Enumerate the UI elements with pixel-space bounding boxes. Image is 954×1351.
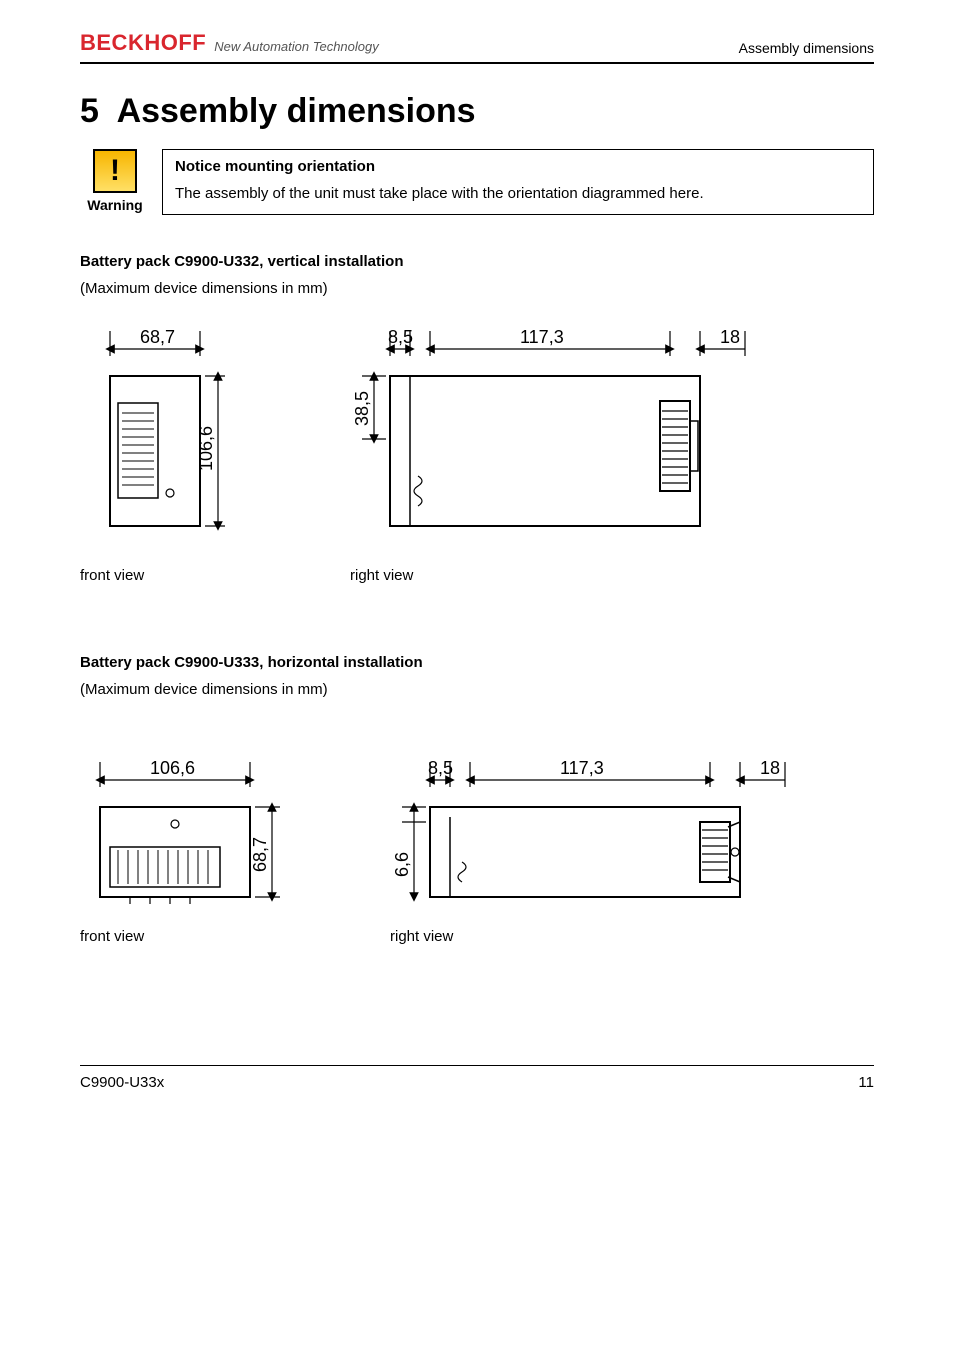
section2-sub: (Maximum device dimensions in mm) <box>80 681 874 698</box>
brand-tagline: New Automation Technology <box>214 39 379 56</box>
section2-front-drawing: 106,6 <box>80 752 320 922</box>
section1-front-col: 68,7 106,6 front view <box>80 321 280 584</box>
dim-38-5: 38,5 <box>352 391 372 426</box>
section1-drawings: 68,7 106,6 front view <box>80 321 874 584</box>
dim-6-6: 6,6 <box>392 852 412 877</box>
warning-icon: ! <box>93 149 137 193</box>
dim-68-7-h: 68,7 <box>250 837 270 872</box>
section1-right-caption: right view <box>350 567 770 584</box>
section1-front-drawing: 68,7 106,6 <box>80 321 280 561</box>
section2-heading: Battery pack C9900-U333, horizontal inst… <box>80 654 874 671</box>
page-footer: C9900-U33x 11 <box>80 1065 874 1091</box>
dim-68-7: 68,7 <box>140 327 175 347</box>
dim-8-5-h: 8,5 <box>428 758 453 778</box>
warning-block: ! Warning Notice mounting orientation Th… <box>80 149 874 215</box>
dim-106-6: 106,6 <box>196 426 216 471</box>
brand-logo: BECKHOFF <box>80 30 206 56</box>
dim-18-h: 18 <box>760 758 780 778</box>
section-vertical: Battery pack C9900-U332, vertical instal… <box>80 253 874 584</box>
header-section-label: Assembly dimensions <box>739 40 874 56</box>
chapter-name: Assembly dimensions <box>117 92 476 130</box>
dim-8-5: 8,5 <box>388 327 413 347</box>
section2-right-caption: right view <box>390 928 810 945</box>
section1-right-col: 8,5 117,3 18 <box>350 321 770 584</box>
section2-front-col: 106,6 <box>80 752 320 945</box>
section-horizontal: Battery pack C9900-U333, horizontal inst… <box>80 654 874 945</box>
dim-106-6-h: 106,6 <box>150 758 195 778</box>
dim-117-3-h: 117,3 <box>560 758 604 778</box>
dim-117-3: 117,3 <box>520 327 564 347</box>
section1-right-drawing: 8,5 117,3 18 <box>350 321 770 561</box>
chapter-number: 5 <box>80 92 99 130</box>
logo-section: BECKHOFF New Automation Technology <box>80 30 379 56</box>
footer-page: 11 <box>858 1074 874 1091</box>
section1-sub: (Maximum device dimensions in mm) <box>80 280 874 297</box>
notice-title: Notice mounting orientation <box>175 158 861 175</box>
footer-doc: C9900-U33x <box>80 1074 164 1091</box>
section2-right-col: 8,5 117,3 18 <box>390 752 810 945</box>
page-header: BECKHOFF New Automation Technology Assem… <box>80 30 874 64</box>
section2-front-caption: front view <box>80 928 320 945</box>
notice-box: Notice mounting orientation The assembly… <box>162 149 874 215</box>
section2-right-drawing: 8,5 117,3 18 <box>390 752 810 922</box>
section1-front-caption: front view <box>80 567 280 584</box>
dim-18: 18 <box>720 327 740 347</box>
chapter-title: 5 Assembly dimensions <box>80 92 874 131</box>
section1-heading: Battery pack C9900-U332, vertical instal… <box>80 253 874 270</box>
warning-label: Warning <box>87 197 142 213</box>
warning-icon-cell: ! Warning <box>80 149 150 215</box>
notice-body: The assembly of the unit must take place… <box>175 185 861 202</box>
section2-drawings: 106,6 <box>80 752 874 945</box>
